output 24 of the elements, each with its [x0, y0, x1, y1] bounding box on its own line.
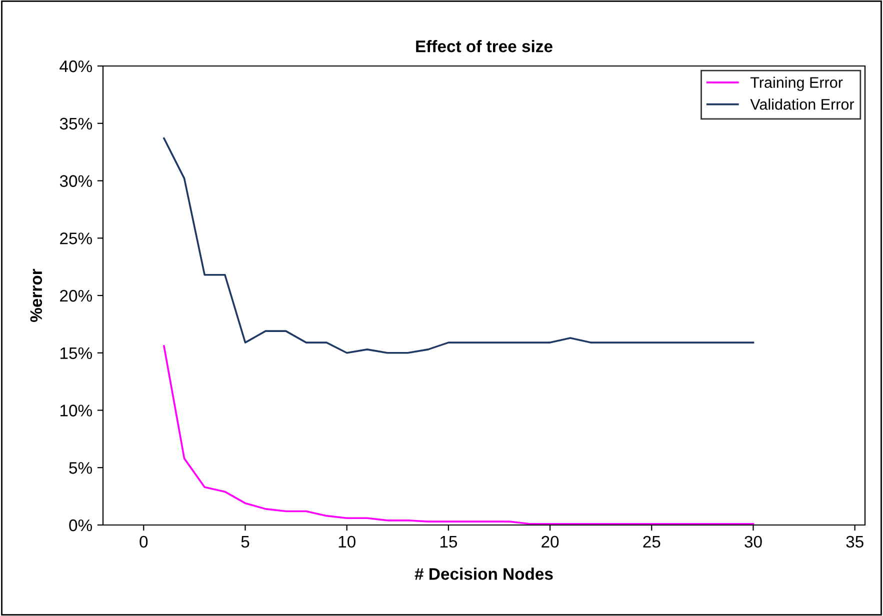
y-tick-label: 5%: [69, 462, 92, 474]
y-tick-label: 15%: [60, 347, 92, 360]
y-tick-label: 30%: [60, 175, 92, 187]
legend-label: Validation Error: [750, 98, 854, 110]
x-tick-label: 30: [744, 536, 762, 548]
x-tick-label: 20: [542, 536, 559, 548]
y-axis-title: %error: [30, 268, 42, 322]
x-tick-label: 5: [241, 536, 250, 548]
x-axis-title: # Decision Nodes: [414, 568, 553, 580]
x-tick-label: 25: [643, 536, 660, 548]
x-tick-label: 10: [338, 536, 356, 548]
y-tick-label: 10%: [60, 404, 92, 416]
x-tick-label: 15: [440, 536, 458, 548]
legend-label: Training Error: [750, 76, 843, 91]
x-tick-label: 35: [846, 536, 864, 548]
y-tick-label: 20%: [60, 290, 92, 302]
y-tick-label: 0%: [69, 519, 92, 532]
chart-title: Effect of tree size: [416, 40, 552, 52]
y-tick-label: 25%: [60, 232, 92, 244]
y-tick-label: 35%: [60, 118, 92, 130]
y-tick-label: 40%: [60, 60, 92, 72]
line-series: [163, 137, 754, 354]
x-tick-label: 0: [140, 536, 148, 548]
line-series: [163, 345, 754, 525]
